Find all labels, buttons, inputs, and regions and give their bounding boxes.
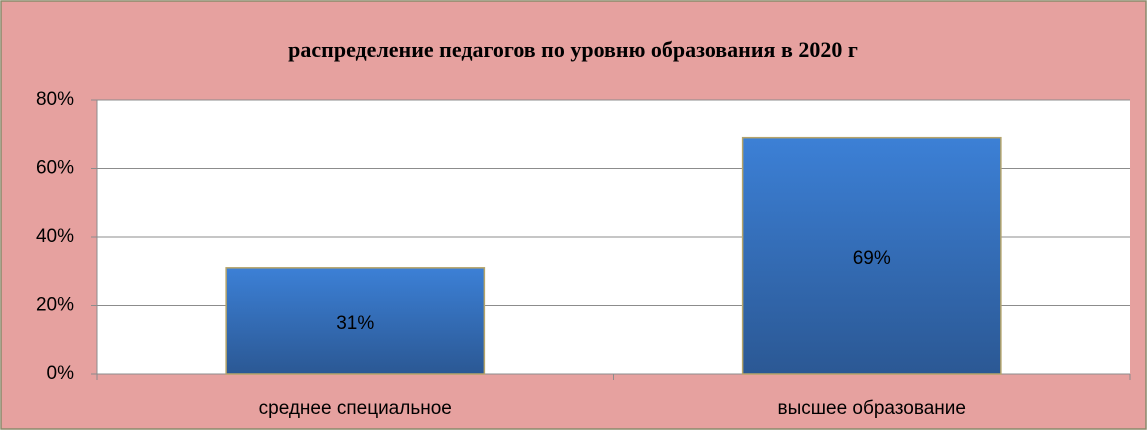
y-tick-label: 20% (36, 295, 74, 316)
bar (741, 136, 1002, 375)
bar (225, 267, 486, 375)
data-label: 31% (336, 313, 374, 334)
x-tick-label: высшее образование (778, 398, 966, 419)
y-tick-label: 60% (36, 158, 74, 179)
y-tick-label: 0% (47, 363, 75, 384)
y-tick-label: 40% (36, 226, 74, 247)
y-tick-label: 80% (36, 89, 74, 110)
data-label: 69% (853, 248, 891, 269)
x-tick-label: среднее специальное (259, 398, 452, 419)
chart-title: распределение педагогов по уровню образо… (288, 37, 858, 62)
